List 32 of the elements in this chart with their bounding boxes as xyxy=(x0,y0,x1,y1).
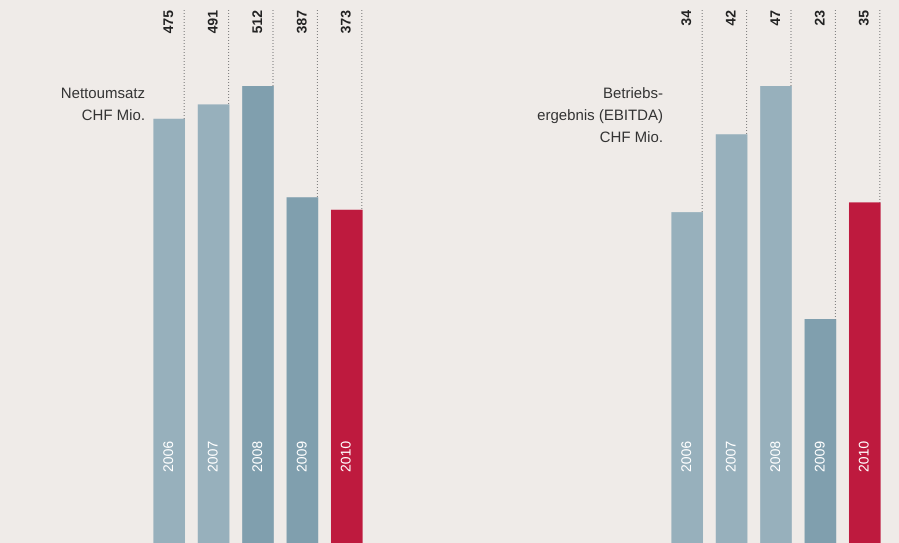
bar xyxy=(153,118,186,543)
x-tick-label: 2009 xyxy=(293,440,310,472)
x-tick-label: 2006 xyxy=(160,440,176,472)
data-label: 475 xyxy=(160,10,176,34)
data-label: 387 xyxy=(293,10,310,34)
x-tick-label: 2008 xyxy=(766,440,783,472)
bar xyxy=(804,319,836,543)
x-tick-label: 2007 xyxy=(204,440,220,472)
data-label: 512 xyxy=(248,10,265,34)
bar xyxy=(760,86,792,543)
x-tick-label: 2009 xyxy=(811,440,828,472)
bar xyxy=(330,210,363,543)
data-label: 35 xyxy=(856,10,872,26)
x-tick-label: 2010 xyxy=(856,440,872,472)
data-label: 373 xyxy=(338,10,354,34)
bar xyxy=(198,104,230,543)
x-tick-label: 2007 xyxy=(722,440,738,472)
data-label: 42 xyxy=(722,10,738,26)
x-tick-label: 2006 xyxy=(678,440,694,472)
data-label: 34 xyxy=(678,10,694,26)
data-label: 491 xyxy=(204,10,220,34)
bar xyxy=(671,212,704,543)
data-label: 23 xyxy=(811,10,828,26)
x-tick-label: 2010 xyxy=(338,440,354,472)
text: Betriebs- ergebnis (EBITDA) CHF Mio. xyxy=(536,84,663,148)
bar xyxy=(716,134,748,543)
data-label: 47 xyxy=(766,10,783,26)
bar xyxy=(286,197,318,543)
bar xyxy=(848,202,881,543)
text: Nettoumsatz CHF Mio. xyxy=(60,84,145,126)
bar xyxy=(242,86,274,543)
x-tick-label: 2008 xyxy=(248,440,265,472)
